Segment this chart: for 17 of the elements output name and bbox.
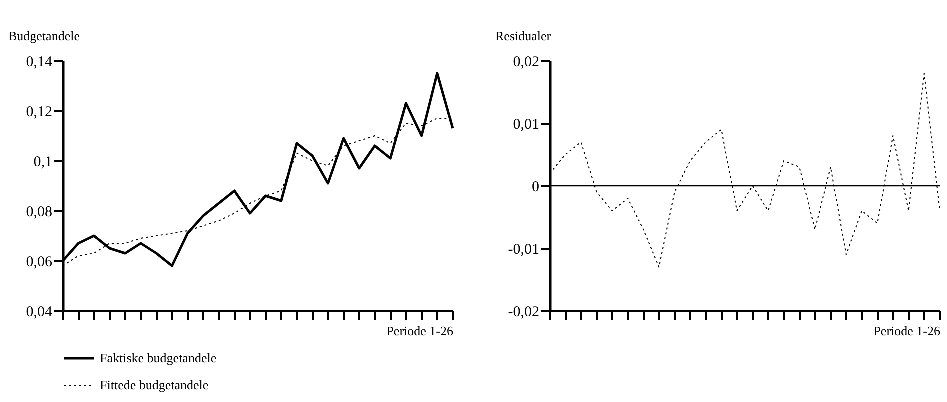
y-tick-label: 0,01 [513,117,540,133]
y-tick-label: 0,12 [26,104,52,120]
y-tick-label: -0,01 [508,242,540,258]
y-tick-label: 0,02 [513,54,540,70]
y-tick-label: 0,04 [26,304,53,320]
x-axis-title: Periode 1-26 [386,324,454,338]
y-tick-label: 0,1 [34,154,52,170]
y-tick-label: 0,08 [26,204,52,220]
legend-label: Fittede budgetandele [100,378,209,392]
x-axis-title: Periode 1-26 [874,324,941,338]
y-tick-label: 0,14 [26,54,53,70]
y-tick-label: -0,02 [508,304,540,320]
y-tick-label: 0 [532,180,540,196]
y-tick-label: 0,06 [26,254,53,270]
legend-label: Faktiske budgetandele [100,350,217,366]
y-axis-title: Budgetandele [8,28,80,44]
y-axis-title: Residualer [496,28,552,44]
